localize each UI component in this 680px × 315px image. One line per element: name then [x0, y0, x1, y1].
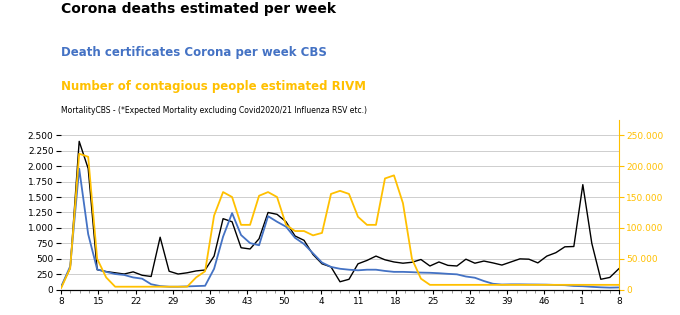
Text: MortalityCBS - (*Expected Mortality excluding Covid2020/21 Influenza RSV etc.): MortalityCBS - (*Expected Mortality excl… [61, 106, 367, 115]
Text: Corona deaths estimated per week: Corona deaths estimated per week [61, 2, 336, 15]
Text: Number of contagious people estimated RIVM: Number of contagious people estimated RI… [61, 80, 367, 93]
Text: Death certificates Corona per week CBS: Death certificates Corona per week CBS [61, 46, 327, 59]
